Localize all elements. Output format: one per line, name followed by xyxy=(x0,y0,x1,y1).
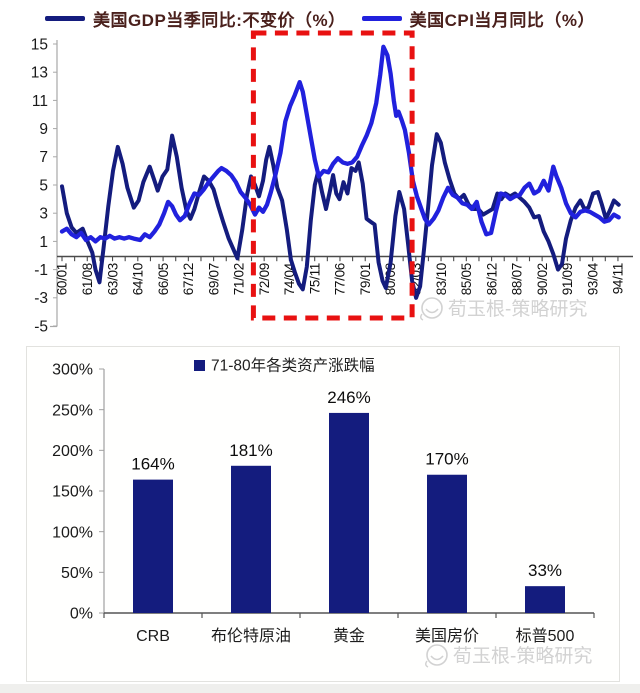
gdp-cpi-line-chart: 荀玉根-策略研究 15 13 11 9 7 5 3 1 -1 -3 -5 60/01 61/08 63/03… xyxy=(31,30,633,335)
x-tick-label: 61/08 xyxy=(80,263,95,295)
watermark-logo-tail-icon xyxy=(420,313,424,321)
y-tick-label: 13 xyxy=(31,65,48,82)
asset-returns-bar-chart: 荀玉根-策略研究 71-80年各类资产涨跌幅 300% 250% 200% 150% 100… xyxy=(52,357,595,668)
gdp-series-line xyxy=(60,132,621,300)
bar-legend-swatch xyxy=(194,360,205,371)
legend-item-cpi: 美国CPI当月同比（%） xyxy=(361,6,596,31)
x-tick-label: 71/02 xyxy=(232,263,247,295)
asset-returns-panel: 荀玉根-策略研究 71-80年各类资产涨跌幅 300% 250% 200% 150% 100… xyxy=(26,346,620,682)
x-tick-label: 83/10 xyxy=(434,263,449,295)
bar-category-label: 标普500 xyxy=(516,627,575,645)
watermark-logo-icon xyxy=(426,644,448,666)
x-tick-label: 85/05 xyxy=(459,263,474,295)
x-tick-label: 67/12 xyxy=(181,263,196,295)
x-tick-label: 63/03 xyxy=(105,263,120,295)
y-tick-label: 7 xyxy=(39,149,48,166)
bar xyxy=(133,479,173,613)
bar-value-label: 246% xyxy=(327,388,370,407)
x-tick-label: 60/01 xyxy=(55,263,70,295)
watermark: 荀玉根-策略研究 xyxy=(420,297,587,321)
x-tick-label: 77/06 xyxy=(333,263,348,295)
bar xyxy=(231,465,271,613)
bar-category-label: 美国房价 xyxy=(415,627,479,645)
x-tick-label: 66/05 xyxy=(156,263,171,295)
bar-category-label: 黄金 xyxy=(333,627,365,645)
y-tick-label: 50% xyxy=(61,565,93,582)
x-tick-label: 69/07 xyxy=(206,263,221,295)
watermark-logo-tail-icon xyxy=(425,660,429,668)
y-tick-label: 3 xyxy=(39,206,48,223)
y-tick-label: 200% xyxy=(52,443,93,460)
bar xyxy=(525,586,565,613)
watermark-text: 荀玉根-策略研究 xyxy=(453,645,592,667)
gdp-line-swatch xyxy=(44,16,85,21)
bar-value-label: 170% xyxy=(425,450,468,469)
bar-legend-label: 71-80年各类资产涨跌幅 xyxy=(211,357,375,375)
legend-item-gdp: 美国GDP当季同比:不变价（%） xyxy=(44,6,346,31)
cpi-legend-label: 美国CPI当月同比（%） xyxy=(409,11,596,30)
page-bottom-margin xyxy=(0,684,640,693)
watermark-logo-smile-icon xyxy=(430,655,444,661)
x-tick-label: 93/04 xyxy=(585,262,600,295)
watermark-logo-smile-icon xyxy=(425,308,439,314)
y-tick-label: -5 xyxy=(34,318,48,335)
watermark-logo-icon xyxy=(421,297,443,319)
y-tick-label: -3 xyxy=(34,290,48,307)
watermark-text: 荀玉根-策略研究 xyxy=(448,298,587,320)
y-tick-label: 11 xyxy=(32,93,48,110)
stagflation-highlight-box xyxy=(250,30,415,321)
x-tick-label: 88/07 xyxy=(510,263,525,295)
y-tick-label: 100% xyxy=(52,524,93,541)
bar-value-label: 164% xyxy=(131,455,174,474)
bar-value-label: 33% xyxy=(528,561,562,580)
y-tick-label: -1 xyxy=(34,262,48,279)
top-chart-legend: 美国GDP当季同比:不变价（%） 美国CPI当月同比（%） xyxy=(0,6,640,31)
bar xyxy=(427,474,467,613)
bar-category-label: 布伦特原油 xyxy=(211,627,291,645)
x-tick-label: 79/01 xyxy=(358,263,373,295)
y-tick-label: 250% xyxy=(52,402,93,419)
x-tick-label: 75/11 xyxy=(307,263,322,294)
bar-category-label: CRB xyxy=(136,628,170,645)
cpi-series-line xyxy=(59,44,621,244)
y-tick-label: 300% xyxy=(52,362,93,379)
x-tick-label: 94/11 xyxy=(611,263,626,294)
y-tick-label: 1 xyxy=(39,234,48,251)
x-tick-label: 91/09 xyxy=(560,263,575,295)
bar xyxy=(329,412,369,613)
x-tick-label: 90/02 xyxy=(535,263,550,295)
y-tick-label: 0% xyxy=(70,606,93,623)
x-tick-label: 72/09 xyxy=(257,263,272,295)
y-tick-label: 15 xyxy=(31,36,48,53)
watermark: 荀玉根-策略研究 xyxy=(425,644,592,668)
gdp-legend-label: 美国GDP当季同比:不变价（%） xyxy=(92,11,346,30)
x-tick-label: 64/10 xyxy=(131,263,146,295)
y-tick-label: 9 xyxy=(39,121,48,138)
cpi-line-swatch xyxy=(361,16,402,21)
x-tick-label: 86/12 xyxy=(484,263,499,295)
bar-value-label: 181% xyxy=(229,441,272,460)
y-tick-label: 150% xyxy=(52,484,93,501)
y-tick-label: 5 xyxy=(39,177,48,194)
